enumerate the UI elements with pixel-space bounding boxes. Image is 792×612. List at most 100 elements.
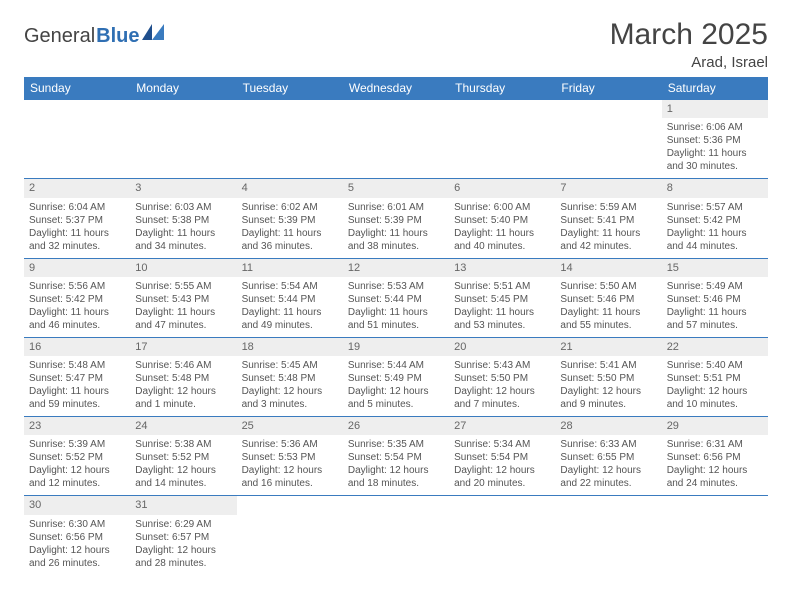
daylight-text: Daylight: 12 hours bbox=[348, 385, 444, 398]
daylight-text: and 34 minutes. bbox=[135, 240, 231, 253]
daylight-text: and 14 minutes. bbox=[135, 477, 231, 490]
calendar-table: SundayMondayTuesdayWednesdayThursdayFrid… bbox=[24, 77, 768, 575]
calendar-day-cell: 24Sunrise: 5:38 AMSunset: 5:52 PMDayligh… bbox=[130, 417, 236, 496]
day-number: 23 bbox=[24, 417, 130, 435]
calendar-empty-cell bbox=[130, 100, 236, 179]
daylight-text: Daylight: 11 hours bbox=[667, 227, 763, 240]
calendar-empty-cell bbox=[237, 100, 343, 179]
sunset-text: Sunset: 5:44 PM bbox=[348, 293, 444, 306]
calendar-day-cell: 16Sunrise: 5:48 AMSunset: 5:47 PMDayligh… bbox=[24, 337, 130, 416]
calendar-empty-cell bbox=[449, 100, 555, 179]
day-number: 8 bbox=[662, 179, 768, 197]
daylight-text: and 38 minutes. bbox=[348, 240, 444, 253]
daylight-text: and 57 minutes. bbox=[667, 319, 763, 332]
daylight-text: and 36 minutes. bbox=[242, 240, 338, 253]
calendar-empty-cell bbox=[237, 496, 343, 575]
calendar-header-row: SundayMondayTuesdayWednesdayThursdayFrid… bbox=[24, 77, 768, 100]
calendar-day-cell: 8Sunrise: 5:57 AMSunset: 5:42 PMDaylight… bbox=[662, 179, 768, 258]
sunrise-text: Sunrise: 5:43 AM bbox=[454, 359, 550, 372]
daylight-text: and 49 minutes. bbox=[242, 319, 338, 332]
sunset-text: Sunset: 5:40 PM bbox=[454, 214, 550, 227]
sunrise-text: Sunrise: 6:01 AM bbox=[348, 201, 444, 214]
sunset-text: Sunset: 5:49 PM bbox=[348, 372, 444, 385]
calendar-day-cell: 27Sunrise: 5:34 AMSunset: 5:54 PMDayligh… bbox=[449, 417, 555, 496]
sunset-text: Sunset: 5:37 PM bbox=[29, 214, 125, 227]
daylight-text: Daylight: 12 hours bbox=[560, 385, 656, 398]
daylight-text: Daylight: 12 hours bbox=[135, 385, 231, 398]
logo-text-blue: Blue bbox=[96, 25, 139, 48]
daylight-text: Daylight: 11 hours bbox=[242, 306, 338, 319]
sunset-text: Sunset: 5:39 PM bbox=[242, 214, 338, 227]
sunset-text: Sunset: 6:56 PM bbox=[29, 531, 125, 544]
calendar-empty-cell bbox=[662, 496, 768, 575]
daylight-text: Daylight: 11 hours bbox=[29, 385, 125, 398]
daylight-text: and 53 minutes. bbox=[454, 319, 550, 332]
daylight-text: and 12 minutes. bbox=[29, 477, 125, 490]
calendar-day-cell: 18Sunrise: 5:45 AMSunset: 5:48 PMDayligh… bbox=[237, 337, 343, 416]
day-number: 18 bbox=[237, 338, 343, 356]
day-number: 25 bbox=[237, 417, 343, 435]
calendar-empty-cell bbox=[555, 496, 661, 575]
day-number: 4 bbox=[237, 179, 343, 197]
day-number: 26 bbox=[343, 417, 449, 435]
calendar-empty-cell bbox=[24, 100, 130, 179]
daylight-text: and 5 minutes. bbox=[348, 398, 444, 411]
sunset-text: Sunset: 5:42 PM bbox=[29, 293, 125, 306]
calendar-day-cell: 23Sunrise: 5:39 AMSunset: 5:52 PMDayligh… bbox=[24, 417, 130, 496]
sunset-text: Sunset: 5:50 PM bbox=[454, 372, 550, 385]
daylight-text: and 18 minutes. bbox=[348, 477, 444, 490]
day-number: 29 bbox=[662, 417, 768, 435]
sunrise-text: Sunrise: 5:44 AM bbox=[348, 359, 444, 372]
daylight-text: Daylight: 11 hours bbox=[348, 227, 444, 240]
sunset-text: Sunset: 6:56 PM bbox=[667, 451, 763, 464]
sunrise-text: Sunrise: 5:41 AM bbox=[560, 359, 656, 372]
sunset-text: Sunset: 5:38 PM bbox=[135, 214, 231, 227]
sunrise-text: Sunrise: 6:06 AM bbox=[667, 121, 763, 134]
sunrise-text: Sunrise: 6:29 AM bbox=[135, 518, 231, 531]
daylight-text: Daylight: 11 hours bbox=[242, 227, 338, 240]
calendar-week-row: 23Sunrise: 5:39 AMSunset: 5:52 PMDayligh… bbox=[24, 417, 768, 496]
sunrise-text: Sunrise: 5:54 AM bbox=[242, 280, 338, 293]
daylight-text: Daylight: 11 hours bbox=[348, 306, 444, 319]
day-number: 10 bbox=[130, 259, 236, 277]
calendar-day-cell: 6Sunrise: 6:00 AMSunset: 5:40 PMDaylight… bbox=[449, 179, 555, 258]
daylight-text: Daylight: 11 hours bbox=[667, 306, 763, 319]
day-number: 30 bbox=[24, 496, 130, 514]
sunset-text: Sunset: 5:46 PM bbox=[560, 293, 656, 306]
calendar-day-cell: 15Sunrise: 5:49 AMSunset: 5:46 PMDayligh… bbox=[662, 258, 768, 337]
daylight-text: and 20 minutes. bbox=[454, 477, 550, 490]
sunset-text: Sunset: 6:55 PM bbox=[560, 451, 656, 464]
daylight-text: and 47 minutes. bbox=[135, 319, 231, 332]
daylight-text: and 7 minutes. bbox=[454, 398, 550, 411]
sunset-text: Sunset: 5:50 PM bbox=[560, 372, 656, 385]
daylight-text: and 10 minutes. bbox=[667, 398, 763, 411]
daylight-text: and 28 minutes. bbox=[135, 557, 231, 570]
calendar-empty-cell bbox=[449, 496, 555, 575]
daylight-text: and 22 minutes. bbox=[560, 477, 656, 490]
calendar-day-cell: 12Sunrise: 5:53 AMSunset: 5:44 PMDayligh… bbox=[343, 258, 449, 337]
calendar-day-cell: 1Sunrise: 6:06 AMSunset: 5:36 PMDaylight… bbox=[662, 100, 768, 179]
sunset-text: Sunset: 5:41 PM bbox=[560, 214, 656, 227]
daylight-text: Daylight: 12 hours bbox=[667, 464, 763, 477]
daylight-text: Daylight: 12 hours bbox=[667, 385, 763, 398]
daylight-text: Daylight: 12 hours bbox=[29, 464, 125, 477]
day-number: 14 bbox=[555, 259, 661, 277]
day-number: 17 bbox=[130, 338, 236, 356]
sunset-text: Sunset: 5:46 PM bbox=[667, 293, 763, 306]
sunrise-text: Sunrise: 6:33 AM bbox=[560, 438, 656, 451]
daylight-text: and 30 minutes. bbox=[667, 160, 763, 173]
sunrise-text: Sunrise: 5:40 AM bbox=[667, 359, 763, 372]
sunrise-text: Sunrise: 5:48 AM bbox=[29, 359, 125, 372]
sunset-text: Sunset: 5:43 PM bbox=[135, 293, 231, 306]
calendar-day-cell: 13Sunrise: 5:51 AMSunset: 5:45 PMDayligh… bbox=[449, 258, 555, 337]
daylight-text: Daylight: 12 hours bbox=[242, 464, 338, 477]
day-number: 7 bbox=[555, 179, 661, 197]
calendar-day-cell: 11Sunrise: 5:54 AMSunset: 5:44 PMDayligh… bbox=[237, 258, 343, 337]
day-number: 24 bbox=[130, 417, 236, 435]
sunrise-text: Sunrise: 5:35 AM bbox=[348, 438, 444, 451]
sunrise-text: Sunrise: 5:38 AM bbox=[135, 438, 231, 451]
daylight-text: Daylight: 12 hours bbox=[454, 385, 550, 398]
daylight-text: and 40 minutes. bbox=[454, 240, 550, 253]
sunrise-text: Sunrise: 5:46 AM bbox=[135, 359, 231, 372]
daylight-text: and 59 minutes. bbox=[29, 398, 125, 411]
